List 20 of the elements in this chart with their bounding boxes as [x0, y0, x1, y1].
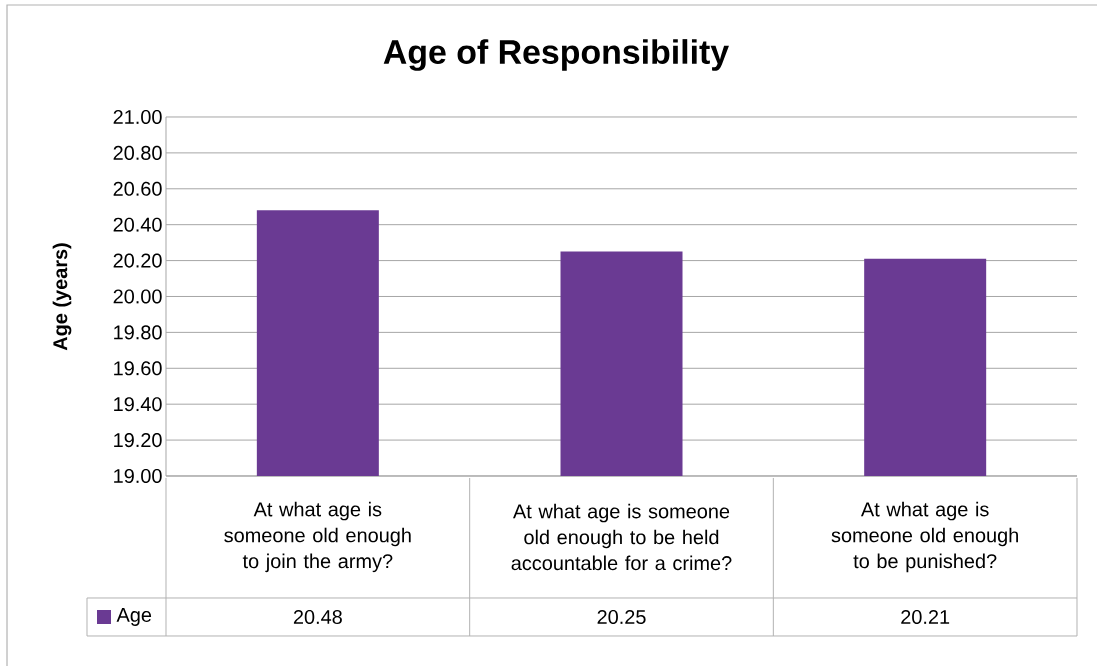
- chart-title: Age of Responsibility: [383, 39, 729, 71]
- x-tick-label: At what age is someone old enough to be held accountable for a crime?: [511, 503, 732, 571]
- data-label: 20.48: [293, 609, 342, 625]
- y-tick-label: 20.00: [113, 289, 162, 304]
- y-tick-label: 19.40: [114, 397, 162, 412]
- data-label: 20.25: [597, 609, 646, 625]
- y-tick-label: 20.20: [113, 253, 162, 268]
- y-tick-label: 19.00: [114, 468, 162, 484]
- x-tick-label: At what age is someone old enough to join the army?: [224, 501, 411, 573]
- y-tick-label: 20.40: [113, 217, 162, 232]
- y-tick-label: 19.80: [114, 325, 162, 340]
- legend-label: Age: [116, 608, 152, 626]
- data-label: 20.21: [901, 609, 950, 625]
- y-tick-label: 21.00: [113, 109, 162, 125]
- x-tick-label: At what age is someone old enough to be punished?: [831, 501, 1018, 573]
- y-tick-label: 20.60: [113, 181, 162, 196]
- y-tick-label: 19.60: [114, 361, 162, 376]
- y-axis-title: Age (years): [52, 243, 72, 351]
- y-tick-label: 20.80: [113, 145, 162, 160]
- y-tick-label: 19.20: [114, 433, 162, 448]
